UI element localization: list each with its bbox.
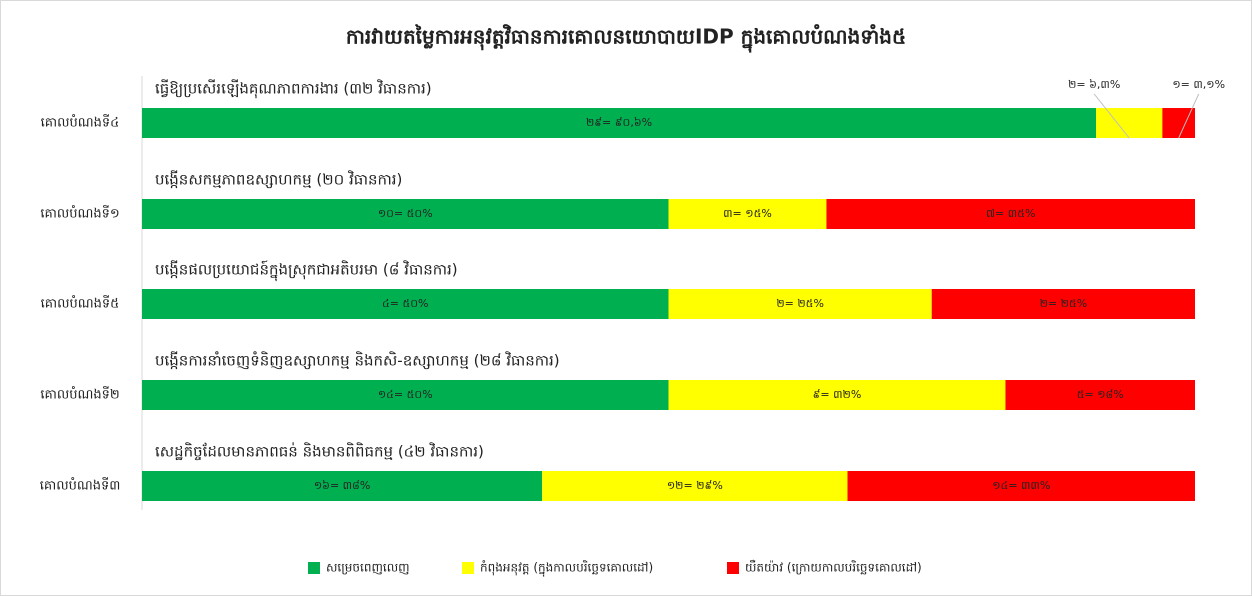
bar-segment [542, 471, 848, 501]
legend-swatch [462, 562, 474, 574]
bar-segment [931, 289, 1195, 319]
category-label: គោលបំណងទី៥ [41, 295, 120, 312]
value-label: ៥= ១៨% [1077, 388, 1124, 401]
value-label: ៣= ១៥% [723, 207, 772, 220]
bar-segment [142, 380, 669, 410]
value-label: ១៦= ៣៨% [314, 479, 370, 492]
value-label: ២= ២៥% [776, 297, 824, 310]
category-label: គោលបំណងទី១ [40, 205, 119, 222]
value-label: ២= ៦,៣% [1068, 78, 1120, 91]
legend-swatch [727, 562, 739, 574]
value-label: ៤= ៥០% [382, 297, 429, 310]
bar-subtitle: ធ្វើឱ្យប្រសើរឡើងគុណភាពការងារ (៣២ វិធានកា… [155, 79, 432, 99]
bar-segment [1096, 108, 1163, 138]
value-label: ១៤= ៥០% [378, 388, 433, 401]
category-label: គោលបំណងទី៣ [40, 477, 121, 494]
value-label: ១០= ៥០% [378, 207, 433, 220]
legend-swatch [308, 562, 320, 574]
bar-segment [1005, 380, 1195, 410]
category-label: គោលបំណងទី៤ [41, 114, 120, 131]
bar-segment [668, 289, 932, 319]
leader-line [1093, 93, 1130, 139]
bar-segment [142, 108, 1097, 138]
bar-subtitle: បង្កើនសកម្មភាពឧស្សាហកម្ម (២០ វិធានការ) [155, 170, 402, 189]
value-label: ២៩= ៩០,៦% [586, 116, 652, 129]
bar-segment [142, 199, 669, 229]
bar-subtitle: បង្កើនផលប្រយោជន៍ក្នុងស្រុកជាអតិបរមា (៨ វ… [155, 260, 458, 282]
bar-subtitle: បង្កើនការនាំចេញទំនិញឧស្សាហកម្ម និងកសិ-ឧស… [155, 351, 560, 370]
value-label: ១៤= ៣៣% [992, 479, 1050, 492]
value-label: ១២= ២៩% [667, 479, 723, 492]
bar-segment [668, 199, 827, 229]
legend-label: សម្រេចពេញលេញ [326, 561, 410, 575]
value-label: ១= ៣,១% [1172, 78, 1225, 91]
bar-segment [668, 380, 1006, 410]
legend-label: កំពុងអនុវត្ត (ក្នុងកាលបរិច្ឆេទគោលដៅ) [480, 560, 653, 578]
bar-segment [142, 289, 669, 319]
bar-segment [826, 199, 1195, 229]
value-label: ៩= ៣២% [813, 388, 862, 401]
bar-subtitle: សេដ្ឋកិច្ចដែលមានភាពធន់ និងមានពិពិធកម្ម (… [155, 442, 484, 461]
category-label: គោលបំណងទី២ [40, 386, 119, 403]
bar-segment [142, 471, 543, 501]
bar-segment [847, 471, 1195, 501]
value-label: ២= ២៥% [1040, 297, 1088, 310]
leader-line [1178, 93, 1200, 139]
value-label: ៧= ៣៥% [986, 207, 1035, 220]
legend-label: យឺតយ៉ាវ (ក្រោយកាលបរិច្ឆេទគោលដៅ) [745, 560, 922, 575]
